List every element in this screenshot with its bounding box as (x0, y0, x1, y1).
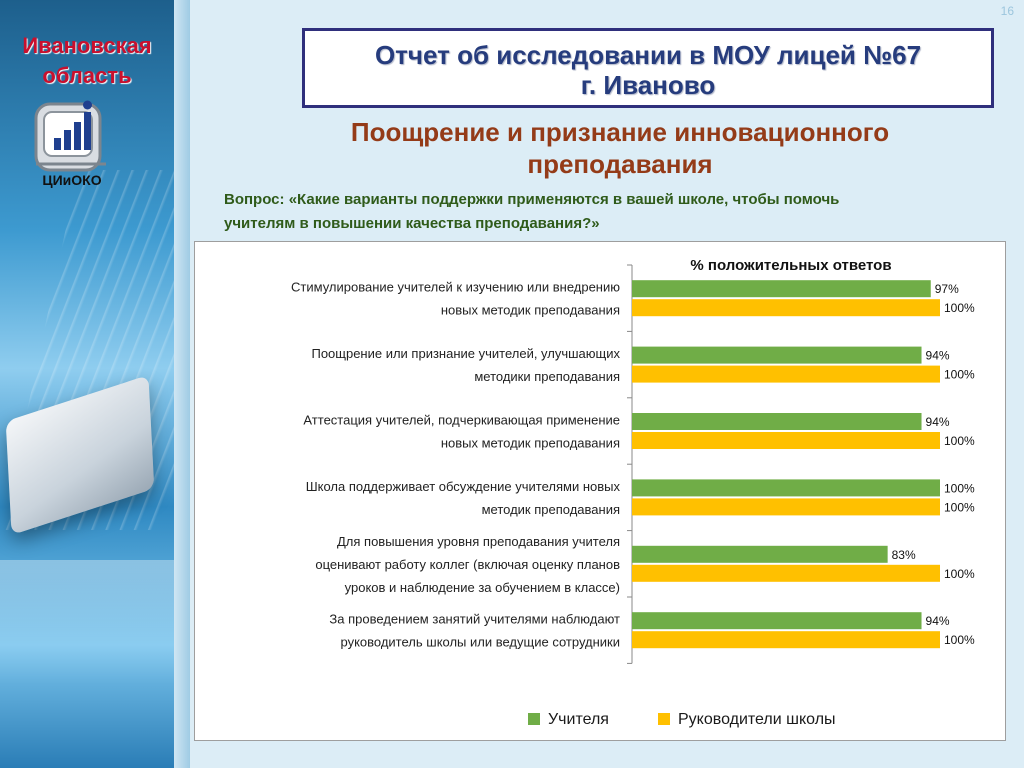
bar-teachers (632, 413, 922, 430)
data-label-teachers: 100% (944, 481, 975, 495)
category-label-line: уроков и наблюдение за обучением в класс… (345, 580, 620, 595)
category-label-line: методики преподавания (474, 369, 620, 384)
category-label-line: методик преподавания (482, 502, 620, 517)
legend-swatch-heads (658, 713, 670, 725)
data-label-heads: 100% (944, 301, 975, 315)
report-title-line1: Отчет об исследовании в МОУ лицей №67 (374, 40, 922, 70)
category-label-line: Поощрение или признание учителей, улучша… (311, 346, 620, 361)
logo-caption: ЦИиОКО (42, 172, 102, 188)
survey-question: Вопрос: «Какие варианты поддержки примен… (224, 188, 994, 236)
slide-subtitle: Поощрение и признание инновационного пре… (240, 116, 1000, 180)
data-label-heads: 100% (944, 633, 975, 647)
reflection-graphic (0, 560, 190, 768)
category-label-line: Стимулирование учителей к изучению или в… (291, 280, 620, 295)
legend-label-teachers: Учителя (548, 711, 609, 728)
bar-teachers (632, 545, 888, 563)
category-label-line: Школа поддерживает обсуждение учителями … (306, 479, 621, 494)
category-label: Поощрение или признание учителей, улучша… (311, 346, 620, 384)
data-label-heads: 100% (944, 434, 975, 448)
title-box: Отчет об исследовании в МОУ лицей №67 г.… (302, 28, 994, 108)
category-label-line: Аттестация учителей, подчеркивающая прим… (303, 413, 620, 428)
bar-heads (632, 631, 940, 649)
bar-heads (632, 365, 940, 383)
page-number: 16 (1000, 4, 1014, 18)
category-label: Стимулирование учителей к изучению или в… (291, 280, 620, 318)
sidebar-divider (174, 0, 190, 768)
data-label-heads: 100% (944, 500, 975, 514)
slide-subtitle-line1: Поощрение и признание инновационного (350, 117, 890, 147)
data-label-teachers: 94% (926, 349, 950, 363)
category-label: Аттестация учителей, подчеркивающая прим… (303, 413, 620, 451)
bar-teachers (632, 346, 922, 364)
category-label-line: новых методик преподавания (441, 436, 620, 451)
data-label-teachers: 83% (892, 548, 916, 562)
legend-label-heads: Руководители школы (678, 711, 836, 728)
category-label: Для повышения уровня преподавания учител… (315, 534, 620, 595)
bar-teachers (632, 612, 922, 630)
category-label-line: оценивают работу коллег (включая оценку … (315, 557, 620, 572)
category-label: Школа поддерживает обсуждение учителями … (306, 479, 621, 517)
bar-heads (632, 564, 940, 582)
data-label-teachers: 94% (926, 415, 950, 429)
survey-question-line2: учителям в повышении качества преподаван… (224, 215, 600, 232)
survey-question-line1: Вопрос: «Какие варианты поддержки примен… (224, 191, 840, 208)
region-title-line1: Ивановская (22, 33, 152, 58)
category-label-line: Для повышения уровня преподавания учител… (337, 534, 620, 549)
data-label-teachers: 97% (935, 282, 959, 296)
bar-heads (632, 498, 940, 516)
region-title-line2: область (42, 63, 132, 88)
data-label-heads: 100% (944, 567, 975, 581)
legend-swatch-teachers (528, 713, 540, 725)
legend-item-teachers: Учителя (528, 711, 609, 731)
bar-heads (632, 299, 940, 317)
bar-heads (632, 432, 940, 449)
legend-item-heads: Руководители школы (658, 711, 836, 731)
data-label-teachers: 94% (926, 614, 950, 628)
chart-title: % положительных ответов (690, 257, 891, 274)
category-label-line: руководитель школы или ведущие сотрудник… (340, 635, 620, 650)
bar-teachers (632, 280, 931, 298)
category-label-line: За проведением занятий учителями наблюда… (329, 612, 620, 627)
logo-icon (30, 98, 114, 190)
data-label-heads: 100% (944, 368, 975, 382)
category-label: За проведением занятий учителями наблюда… (329, 612, 620, 650)
slide-subtitle-line2: преподавания (527, 149, 713, 179)
category-label-line: новых методик преподавания (441, 303, 620, 318)
report-title-line2: г. Иваново (580, 70, 716, 100)
bar-teachers (632, 479, 940, 497)
